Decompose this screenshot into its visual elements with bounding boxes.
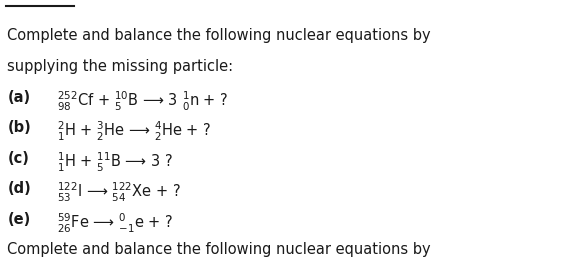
Text: (b): (b) — [7, 120, 31, 135]
Text: (d): (d) — [7, 181, 31, 196]
Text: (a): (a) — [7, 90, 31, 105]
Text: Complete and balance the following nuclear equations by: Complete and balance the following nucle… — [7, 28, 431, 44]
Text: (c): (c) — [7, 151, 30, 166]
Text: $\mathregular{^{252}_{98}}$Cf + $\mathregular{^{10}_{5}}$B ⟶ 3 $\mathregular{^{1: $\mathregular{^{252}_{98}}$Cf + $\mathre… — [57, 90, 228, 113]
Text: (e): (e) — [7, 212, 31, 227]
Text: supplying the missing particle:: supplying the missing particle: — [7, 59, 233, 74]
Text: $\mathregular{^{122}_{53}}$I ⟶ $\mathregular{^{122}_{54}}$Xe + ?: $\mathregular{^{122}_{53}}$I ⟶ $\mathreg… — [57, 181, 181, 205]
Text: Complete and balance the following nuclear equations by: Complete and balance the following nucle… — [7, 242, 431, 257]
Text: $\mathregular{^{1}_{1}}$H + $\mathregular{^{11}_{5}}$B ⟶ 3 ?: $\mathregular{^{1}_{1}}$H + $\mathregula… — [57, 151, 173, 174]
Text: $\mathregular{^{2}_{1}}$H + $\mathregular{^{3}_{2}}$He ⟶ $\mathregular{^{4}_{2}}: $\mathregular{^{2}_{1}}$H + $\mathregula… — [57, 120, 211, 143]
Text: $\mathregular{^{59}_{26}}$Fe ⟶ $\mathregular{^{0}_{-1}}$e + ?: $\mathregular{^{59}_{26}}$Fe ⟶ $\mathreg… — [57, 212, 173, 235]
